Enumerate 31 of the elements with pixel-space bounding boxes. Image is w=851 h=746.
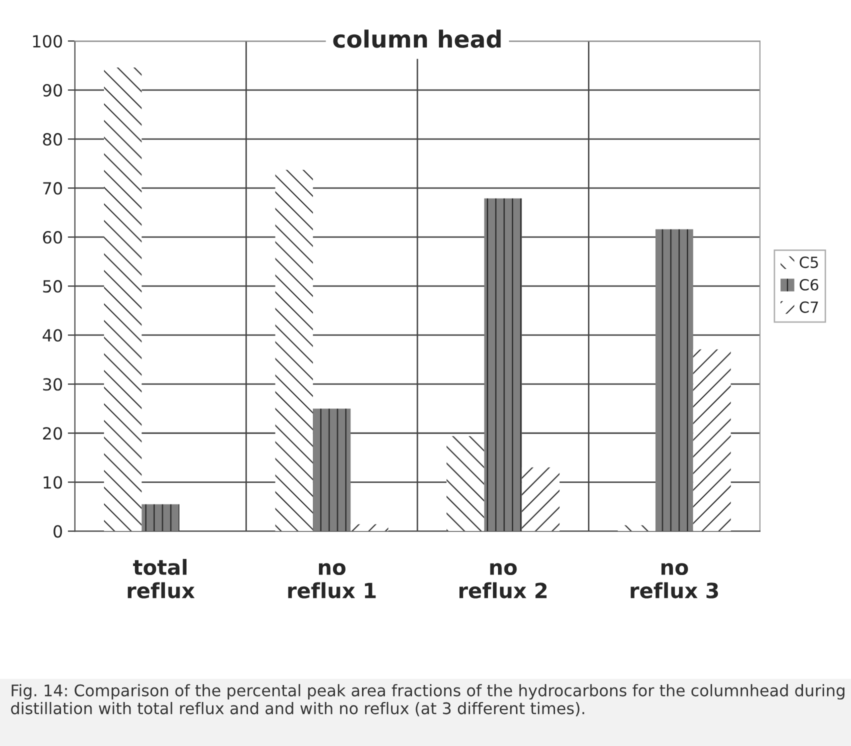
y-tick-label: 60 [43,231,62,244]
chart-title: column head [333,30,501,48]
y-tick-label: 30 [43,378,62,391]
bar [484,198,522,532]
x-tick-label: no reflux 2 [459,563,547,598]
bar [142,504,180,532]
legend-label: C6 [800,278,818,291]
y-tick-label: 20 [43,427,62,440]
bar [350,524,388,532]
y-tick-label: 100 [33,34,62,48]
caption: Fig. 14: Comparison of the percental peak area fractions of the hydrocarbons for the columnhead during distillation with total reflux and and with no reflux (at 3 different times). [11,684,844,716]
bar [618,525,656,532]
y-tick-label: 70 [43,182,62,195]
bar [655,229,694,532]
bar [446,436,484,532]
legend-label: C5 [800,256,818,268]
y-tick-label: 10 [44,476,62,489]
bar [275,170,313,532]
bar [522,467,560,532]
bar [104,67,142,532]
x-tick-label: no reflux 1 [288,563,376,598]
legend-label: C7 [800,301,818,313]
y-tick-label: 0 [54,525,62,538]
x-tick-label: no reflux 3 [630,563,718,598]
bar [693,349,731,532]
x-tick-label: total reflux [128,558,195,598]
y-tick-label: 50 [43,280,62,293]
bar [312,408,351,532]
y-tick-label: 90 [42,84,62,97]
y-tick-label: 80 [43,133,62,146]
y-tick-label: 40 [42,329,62,342]
